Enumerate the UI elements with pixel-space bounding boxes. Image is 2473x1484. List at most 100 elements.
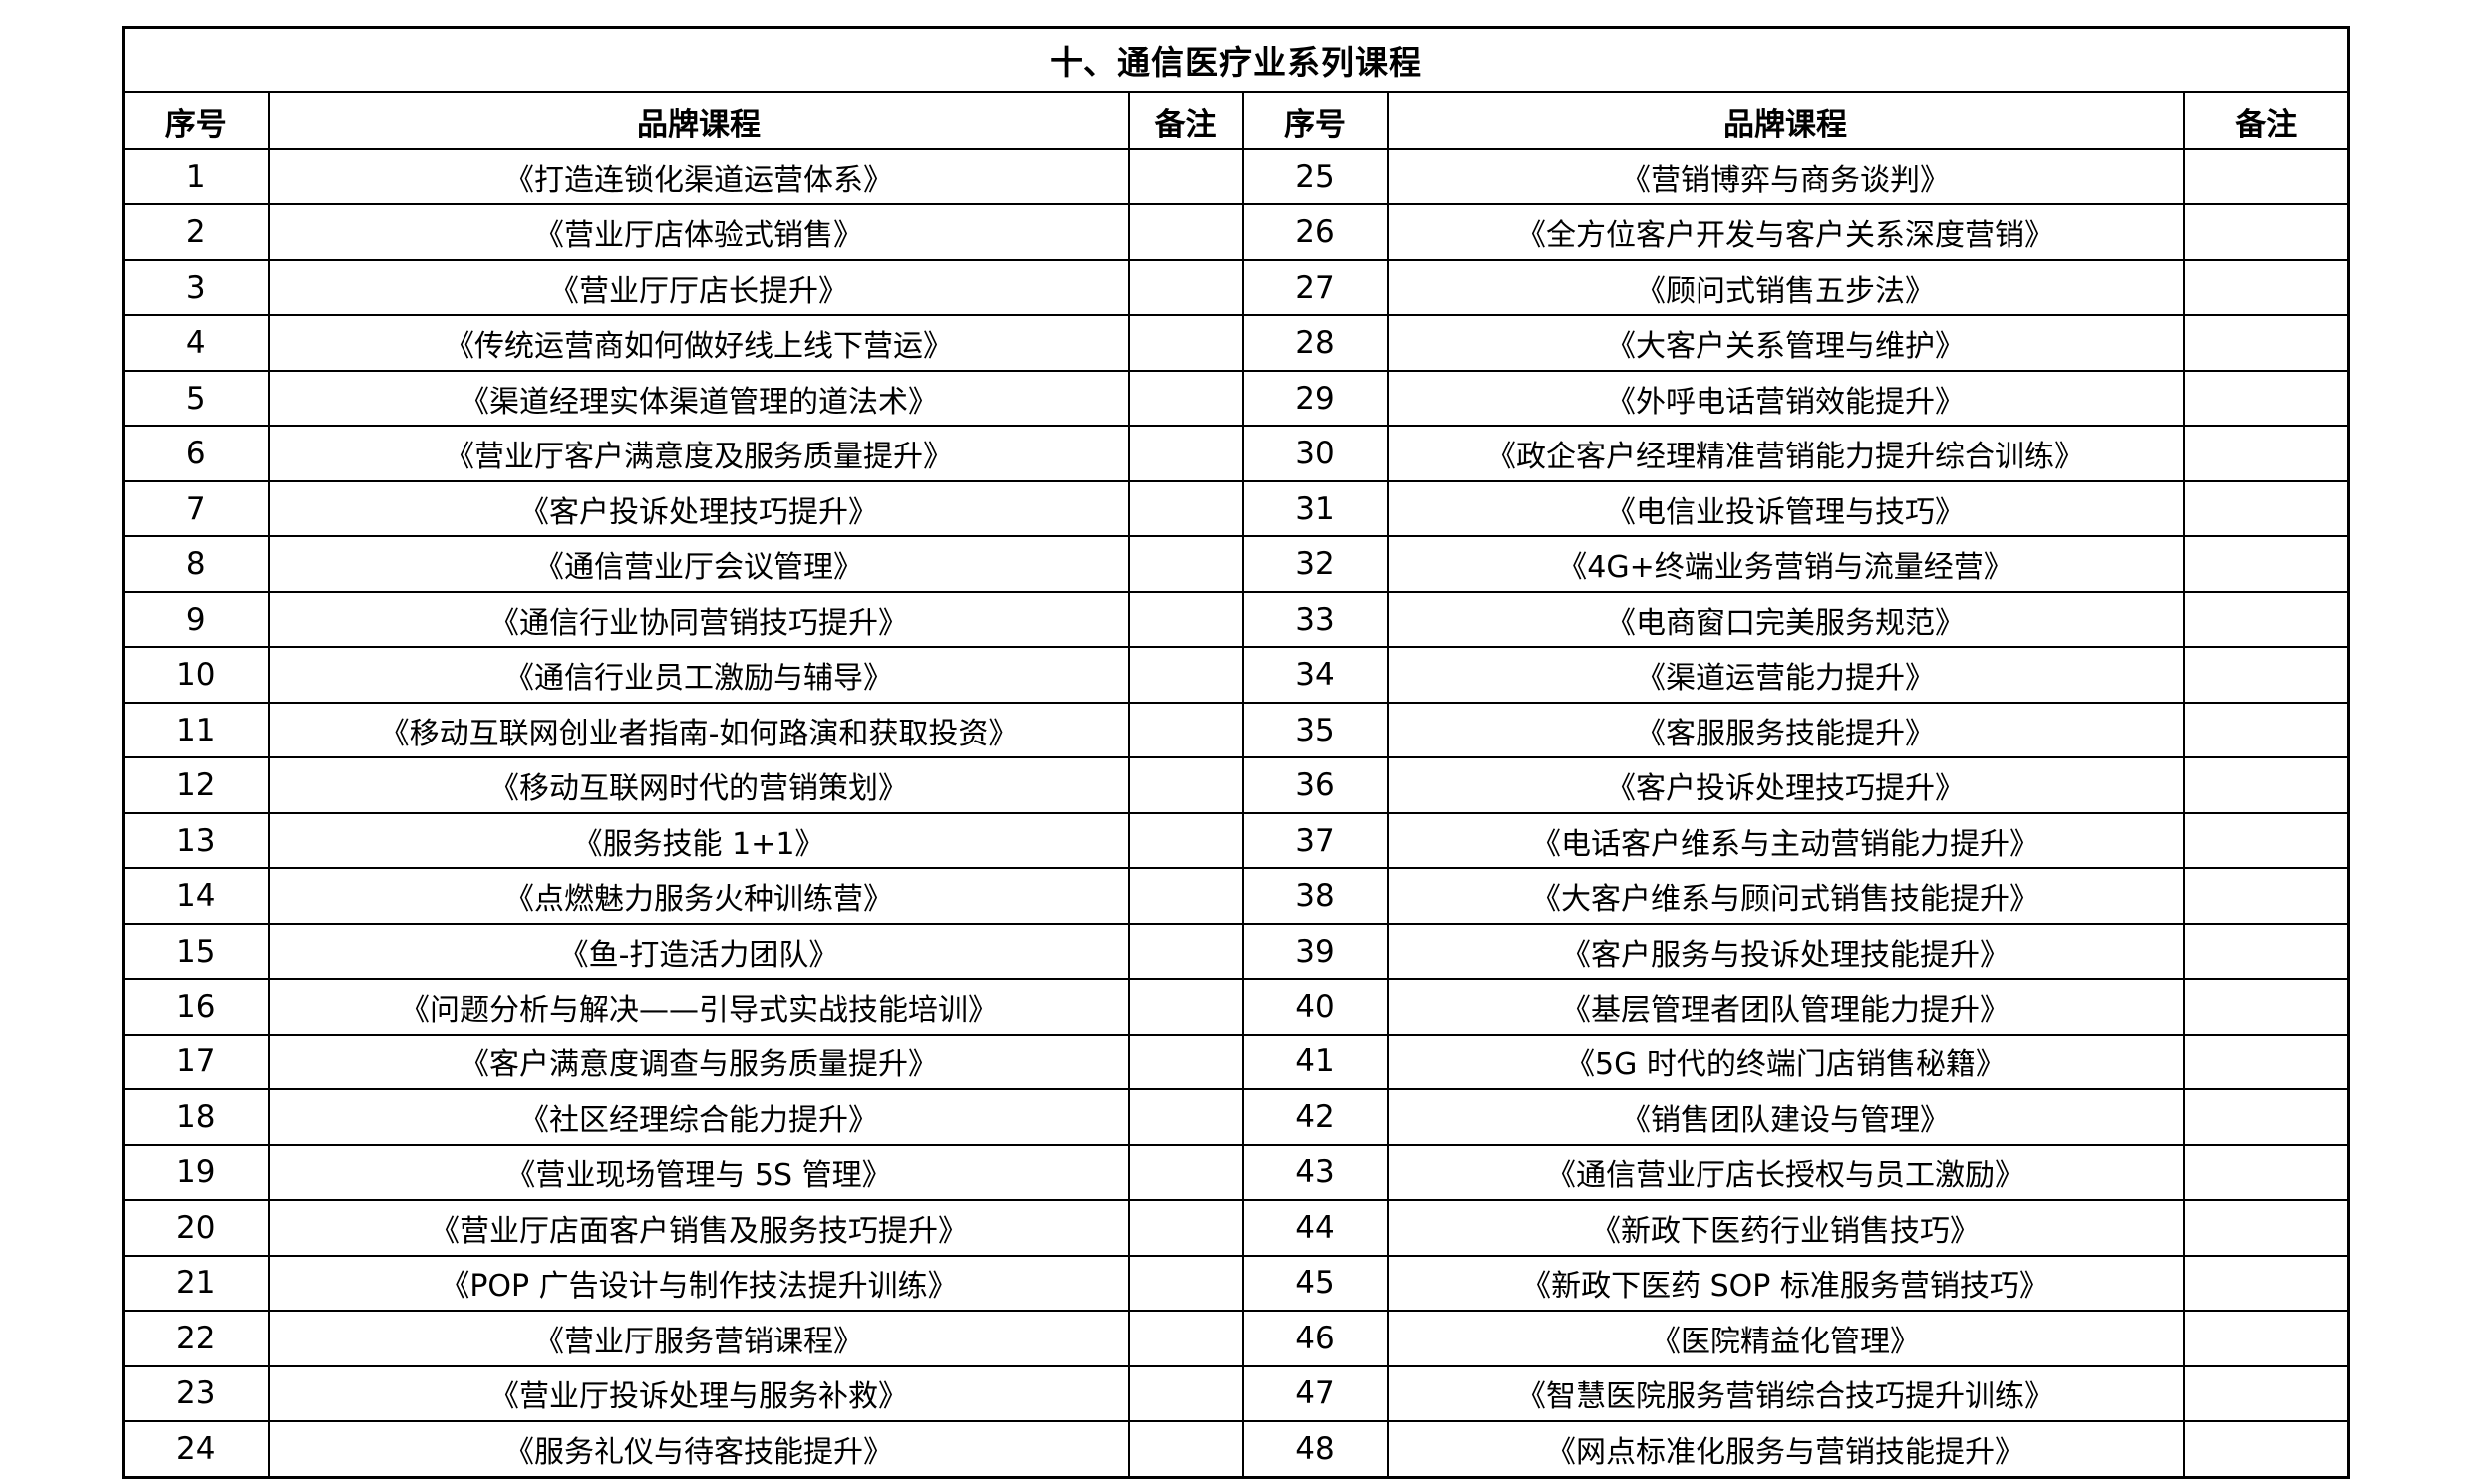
row-number-cell: 18 [122,1088,270,1146]
remark-cell [1127,1420,1244,1479]
course-title-cell: 《点燃魅力服务火种训练营》 [267,867,1130,925]
table-row: 1 《打造连锁化渠道运营体系》 25 《营销博弈与商务谈判》 [122,148,2350,206]
course-title-cell: 《移动互联网时代的营销策划》 [267,756,1130,814]
course-title-cell: 《社区经理综合能力提升》 [267,1088,1130,1146]
course-title-cell: 《营业厅投诉处理与服务补救》 [267,1364,1130,1423]
row-number-cell: 48 [1241,1420,1389,1479]
course-title-cell: 《4G+终端业务营销与流量经营》 [1386,535,2185,593]
row-number-cell: 19 [122,1143,270,1202]
row-number-cell: 39 [1241,922,1389,981]
course-title-cell: 《营业厅厅店长提升》 [267,258,1130,317]
table-row: 8 《通信营业厅会议管理》 32 《4G+终端业务营销与流量经营》 [122,535,2350,593]
column-header-remark-right: 备注 [2182,91,2350,150]
table-row: 3 《营业厅厅店长提升》 27 《顾问式销售五步法》 [122,258,2350,317]
column-header-remark-left: 备注 [1127,91,1244,150]
course-title-cell: 《新政下医药行业销售技巧》 [1386,1199,2185,1257]
course-title-cell: 《大客户关系管理与维护》 [1386,314,2185,372]
row-number-cell: 9 [122,590,270,649]
row-number-cell: 23 [122,1364,270,1423]
table-row: 6 《营业厅客户满意度及服务质量提升》 30 《政企客户经理精准营销能力提升综合训练》 [122,425,2350,482]
row-number-cell: 15 [122,922,270,981]
row-number-cell: 6 [122,425,270,482]
row-number-cell: 4 [122,314,270,372]
table-title-row: 十、通信医疗业系列课程 [122,26,2350,93]
table-title: 十、通信医疗业系列课程 [122,26,2350,93]
table-row: 19 《营业现场管理与 5S 管理》 43 《通信营业厅店长授权与员工激励》 [122,1143,2350,1202]
remark-cell [2182,867,2350,925]
row-number-cell: 16 [122,978,270,1036]
remark-cell [1127,203,1244,261]
row-number-cell: 36 [1241,756,1389,814]
course-title-cell: 《基层管理者团队管理能力提升》 [1386,978,2185,1036]
remark-cell [1127,590,1244,649]
remark-cell [1127,922,1244,981]
remark-cell [2182,1143,2350,1202]
course-title-cell: 《传统运营商如何做好线上线下营运》 [267,314,1130,372]
row-number-cell: 25 [1241,148,1389,206]
course-title-cell: 《网点标准化服务与营销技能提升》 [1386,1420,2185,1479]
table-row: 23 《营业厅投诉处理与服务补救》 47 《智慧医院服务营销综合技巧提升训练》 [122,1364,2350,1423]
row-number-cell: 12 [122,756,270,814]
remark-cell [1127,978,1244,1036]
row-number-cell: 31 [1241,479,1389,538]
table-row: 22 《营业厅服务营销课程》 46 《医院精益化管理》 [122,1310,2350,1367]
remark-cell [2182,258,2350,317]
remark-cell [1127,148,1244,206]
course-series-table: 十、通信医疗业系列课程 序号 品牌课程 备注 序号 品牌课程 备注 1 《打造连锁… [122,26,2351,1479]
course-title-cell: 《电商窗口完美服务规范》 [1386,590,2185,649]
table-row: 12 《移动互联网时代的营销策划》 36 《客户投诉处理技巧提升》 [122,756,2350,814]
remark-cell [1127,479,1244,538]
remark-cell [2182,1420,2350,1479]
row-number-cell: 40 [1241,978,1389,1036]
row-number-cell: 32 [1241,535,1389,593]
remark-cell [1127,425,1244,482]
remark-cell [1127,1254,1244,1313]
course-title-cell: 《服务礼仪与待客技能提升》 [267,1420,1130,1479]
table-row: 4 《传统运营商如何做好线上线下营运》 28 《大客户关系管理与维护》 [122,314,2350,372]
course-title-cell: 《客户满意度调查与服务质量提升》 [267,1033,1130,1091]
column-header-course-left: 品牌课程 [267,91,1130,150]
remark-cell [2182,535,2350,593]
table-row: 2 《营业厅店体验式销售》 26 《全方位客户开发与客户关系深度营销》 [122,203,2350,261]
remark-cell [1127,1033,1244,1091]
table-row: 7 《客户投诉处理技巧提升》 31 《电信业投诉管理与技巧》 [122,479,2350,538]
row-number-cell: 44 [1241,1199,1389,1257]
row-number-cell: 14 [122,867,270,925]
table-row: 20 《营业厅店面客户销售及服务技巧提升》 44 《新政下医药行业销售技巧》 [122,1199,2350,1257]
course-title-cell: 《服务技能 1+1》 [267,811,1130,870]
remark-cell [1127,701,1244,759]
course-title-cell: 《电话客户维系与主动营销能力提升》 [1386,811,2185,870]
row-number-cell: 13 [122,811,270,870]
row-number-cell: 35 [1241,701,1389,759]
course-title-cell: 《医院精益化管理》 [1386,1310,2185,1367]
course-title-cell: 《外呼电话营销效能提升》 [1386,369,2185,428]
remark-cell [2182,701,2350,759]
course-title-cell: 《5G 时代的终端门店销售秘籍》 [1386,1033,2185,1091]
row-number-cell: 45 [1241,1254,1389,1313]
remark-cell [1127,1199,1244,1257]
course-title-cell: 《移动互联网创业者指南-如何路演和获取投资》 [267,701,1130,759]
row-number-cell: 42 [1241,1088,1389,1146]
table-header-row: 序号 品牌课程 备注 序号 品牌课程 备注 [122,91,2350,150]
row-number-cell: 33 [1241,590,1389,649]
course-title-cell: 《通信营业厅会议管理》 [267,535,1130,593]
remark-cell [2182,369,2350,428]
course-title-cell: 《通信行业协同营销技巧提升》 [267,590,1130,649]
row-number-cell: 7 [122,479,270,538]
row-number-cell: 3 [122,258,270,317]
remark-cell [1127,314,1244,372]
row-number-cell: 28 [1241,314,1389,372]
course-title-cell: 《打造连锁化渠道运营体系》 [267,148,1130,206]
course-title-cell: 《销售团队建设与管理》 [1386,1088,2185,1146]
remark-cell [1127,258,1244,317]
column-header-no-left: 序号 [122,91,270,150]
remark-cell [2182,590,2350,649]
remark-cell [1127,369,1244,428]
course-title-cell: 《营业厅客户满意度及服务质量提升》 [267,425,1130,482]
remark-cell [1127,756,1244,814]
row-number-cell: 2 [122,203,270,261]
course-title-cell: 《大客户维系与顾问式销售技能提升》 [1386,867,2185,925]
course-title-cell: 《通信行业员工激励与辅导》 [267,646,1130,704]
remark-cell [2182,1364,2350,1423]
